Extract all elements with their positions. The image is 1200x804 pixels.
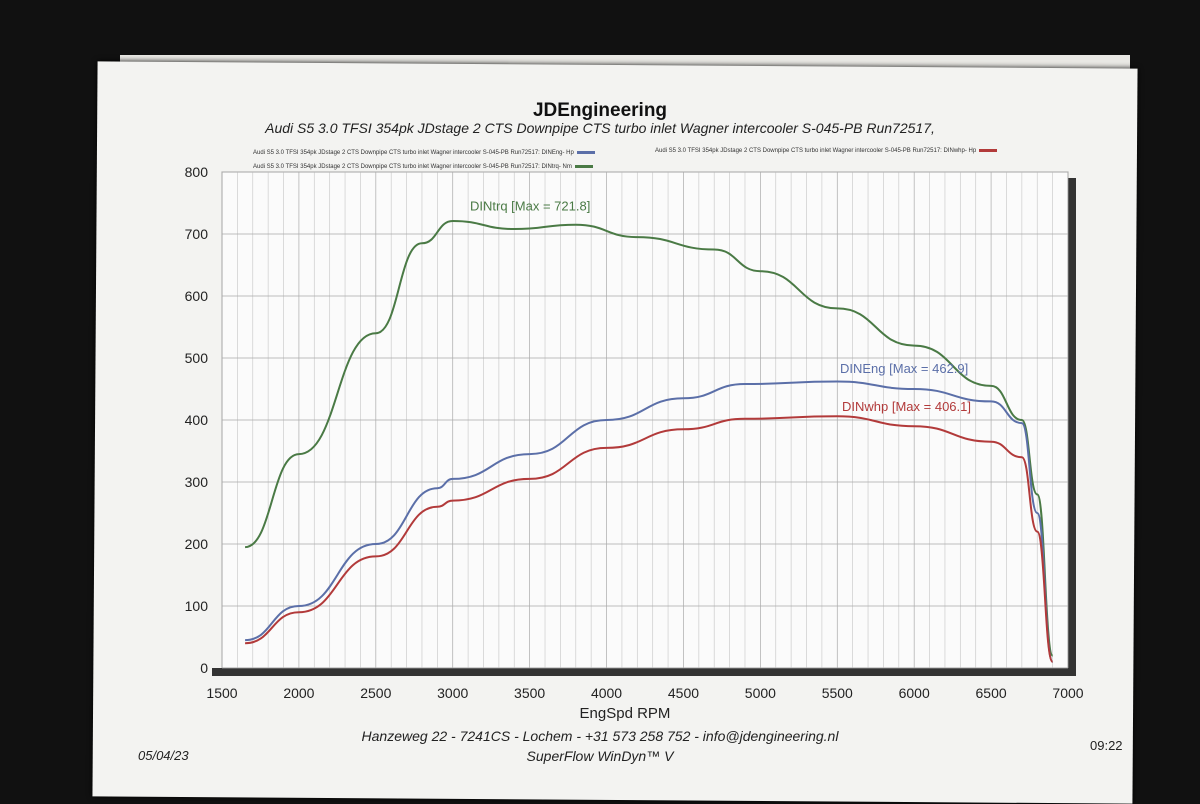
series-line-dineng [245, 380, 1054, 663]
chart-title: JDEngineering [532, 100, 668, 121]
legend-swatch [979, 148, 998, 152]
x-tick-label: 5500 [822, 685, 853, 701]
series-line-dintrq [244, 219, 1054, 657]
print-date: 05/04/23 [138, 748, 189, 763]
legend-swatch [576, 150, 595, 154]
y-tick-label: 100 [185, 598, 209, 614]
y-tick-label: 700 [185, 226, 209, 242]
legend-entry-eng: Audi S5 3.0 TFSI 354pk JDstage 2 CTS Dow… [253, 150, 598, 156]
x-tick-label: 2500 [360, 685, 391, 701]
max-annotation-dineng: DINEng [Max = 462.9] [840, 361, 968, 376]
legend-entry-trq: Audi S5 3.0 TFSI 354pk JDstage 2 CTS Dow… [253, 164, 596, 170]
legend-entry-whp: Audi S5 3.0 TFSI 354pk JDstage 2 CTS Dow… [655, 148, 1000, 154]
x-tick-label: 4500 [668, 685, 699, 701]
footer-software: SuperFlow WinDyn™ V [526, 748, 674, 764]
y-tick-label: 500 [185, 350, 209, 366]
x-tick-label: 2000 [283, 685, 314, 701]
y-tick-label: 0 [200, 660, 208, 676]
plot-shadow-right [1068, 178, 1076, 676]
footer-address: Hanzeweg 22 - 7241CS - Lochem - +31 573 … [361, 728, 839, 744]
max-annotation-dintrq: DINtrq [Max = 721.8] [470, 198, 590, 213]
x-tick-label: 5000 [745, 685, 776, 701]
plot-shadow-bottom [212, 668, 1076, 676]
x-tick-label: 7000 [1052, 685, 1083, 701]
x-tick-label: 6000 [899, 685, 930, 701]
x-tick-label: 3000 [437, 685, 468, 701]
y-tick-label: 800 [185, 164, 209, 180]
x-tick-label: 6500 [976, 685, 1007, 701]
series-line-dinwhp [245, 415, 1054, 663]
chart-subtitle: Audi S5 3.0 TFSI 354pk JDstage 2 CTS Dow… [265, 120, 935, 136]
x-tick-label: 3500 [514, 685, 545, 701]
x-tick-label: 4000 [591, 685, 622, 701]
max-annotation-dinwhp: DINwhp [Max = 406.1] [842, 399, 971, 414]
x-axis-label: EngSpd RPM [580, 705, 671, 722]
y-tick-label: 600 [185, 288, 209, 304]
y-tick-label: 300 [185, 474, 209, 490]
x-tick-label: 1500 [206, 685, 237, 701]
print-time: 09:22 [1090, 738, 1123, 753]
legend-swatch [574, 164, 593, 168]
y-tick-label: 200 [185, 536, 209, 552]
y-tick-label: 400 [185, 412, 209, 428]
